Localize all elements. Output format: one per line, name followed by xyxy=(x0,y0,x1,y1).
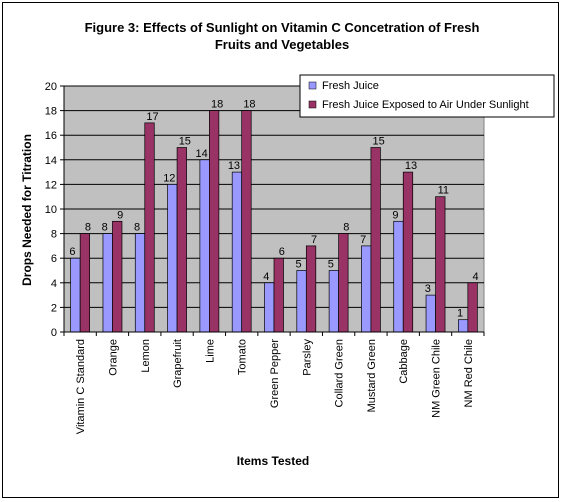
y-axis-title: Drops Needed for Titration xyxy=(20,134,34,286)
bar-exposed xyxy=(435,196,446,333)
data-label: 9 xyxy=(117,209,123,221)
bar-fresh-juice xyxy=(425,294,436,333)
data-label: 17 xyxy=(146,111,158,123)
bar-fresh-juice xyxy=(264,282,275,333)
x-tick-label: NM Red Chile xyxy=(463,339,475,407)
data-label: 8 xyxy=(102,222,108,234)
bar-exposed xyxy=(79,233,91,333)
x-tick-label: Collard Green xyxy=(334,339,346,407)
legend-label-fresh-juice: Fresh Juice xyxy=(322,80,379,92)
data-label: 6 xyxy=(69,246,75,258)
bar-fresh-juice xyxy=(457,319,469,333)
bar-exposed xyxy=(273,257,284,333)
bar-fresh-juice xyxy=(102,233,113,333)
y-tick-label: 16 xyxy=(45,130,57,142)
y-tick-label: 4 xyxy=(51,278,57,290)
bar-exposed xyxy=(176,147,187,333)
chart-title-line-1: Figure 3: Effects of Sunlight on Vitamin… xyxy=(85,20,480,35)
x-tick-label: Vitamin C Standard xyxy=(75,339,87,434)
bar-exposed xyxy=(402,171,414,333)
y-tick-label: 18 xyxy=(45,106,57,118)
legend-label-exposed: Fresh Juice Exposed to Air Under Sunligh… xyxy=(322,99,529,111)
data-label: 14 xyxy=(196,148,208,160)
data-label: 13 xyxy=(228,160,240,172)
x-tick-label: Orange xyxy=(107,339,119,376)
x-axis-title: Items Tested xyxy=(237,454,309,468)
data-label: 18 xyxy=(211,99,223,111)
x-tick-label: Mustard Green xyxy=(366,339,378,412)
bar-exposed xyxy=(144,122,155,333)
y-tick-label: 12 xyxy=(45,179,57,191)
bars xyxy=(70,110,478,333)
x-tick-label: NM Green Chile xyxy=(431,339,443,418)
bar-fresh-juice xyxy=(167,184,178,333)
y-tick-label: 20 xyxy=(45,81,57,93)
data-label: 9 xyxy=(392,209,398,221)
data-label: 7 xyxy=(360,234,366,246)
x-tick-label: Cabbage xyxy=(398,339,410,384)
legend-box xyxy=(299,74,555,118)
y-tick-label: 8 xyxy=(51,229,57,241)
data-label: 4 xyxy=(473,271,479,283)
y-tick-label: 10 xyxy=(45,204,57,216)
x-tick-label: Green Pepper xyxy=(269,339,281,408)
bar-exposed xyxy=(209,110,220,333)
bar-exposed xyxy=(370,147,381,333)
y-tick-label: 14 xyxy=(45,155,57,167)
bar-fresh-juice xyxy=(361,245,372,333)
bar-exposed xyxy=(467,282,478,333)
x-tick-label: Parsley xyxy=(301,339,313,376)
bar-fresh-juice xyxy=(70,257,81,333)
data-label: 1 xyxy=(457,308,463,320)
x-tick-label: Grapefruit xyxy=(172,339,184,388)
x-tick-label: Lemon xyxy=(140,339,152,373)
x-axis: Vitamin C Standard Orange Lemon Grapefruit L… xyxy=(63,331,485,434)
y-tick-label: 0 xyxy=(51,327,57,339)
chart-title-line-2: Fruits and Vegetables xyxy=(215,37,349,52)
data-label: 5 xyxy=(328,259,334,271)
bar-fresh-juice xyxy=(296,270,307,333)
bar-exposed xyxy=(305,245,317,333)
bar-fresh-juice xyxy=(231,171,243,333)
x-tick-label: Lime xyxy=(204,339,216,363)
data-label: 13 xyxy=(405,160,417,172)
data-label: 15 xyxy=(179,136,191,148)
bar-exposed xyxy=(241,110,252,333)
legend-swatch-exposed xyxy=(308,100,317,109)
data-label: 8 xyxy=(134,222,140,234)
data-label: 18 xyxy=(243,99,255,111)
y-axis: 0 2 4 6 8 10 12 14 16 18 20 xyxy=(45,81,65,339)
data-label: 15 xyxy=(373,136,385,148)
data-label: 4 xyxy=(263,271,269,283)
bar-exposed xyxy=(112,220,123,333)
data-label: 6 xyxy=(279,246,285,258)
data-label: 11 xyxy=(438,185,449,197)
bar-fresh-juice xyxy=(393,220,404,333)
y-tick-label: 2 xyxy=(51,302,57,314)
data-label: 5 xyxy=(295,259,301,271)
bar-fresh-juice xyxy=(328,270,339,333)
data-label: 8 xyxy=(343,222,349,234)
legend: Fresh Juice Fresh Juice Exposed to Air U… xyxy=(299,74,555,118)
bar-fresh-juice xyxy=(199,159,210,333)
data-label: 12 xyxy=(163,172,175,184)
bar-exposed xyxy=(338,233,349,333)
data-label: 7 xyxy=(311,234,317,246)
x-tick-label: Tomato xyxy=(237,339,249,375)
legend-swatch-fresh-juice xyxy=(308,81,317,90)
bar-fresh-juice xyxy=(134,233,146,333)
y-tick-label: 6 xyxy=(51,253,57,265)
data-label: 3 xyxy=(425,283,431,295)
data-label: 8 xyxy=(85,222,91,234)
